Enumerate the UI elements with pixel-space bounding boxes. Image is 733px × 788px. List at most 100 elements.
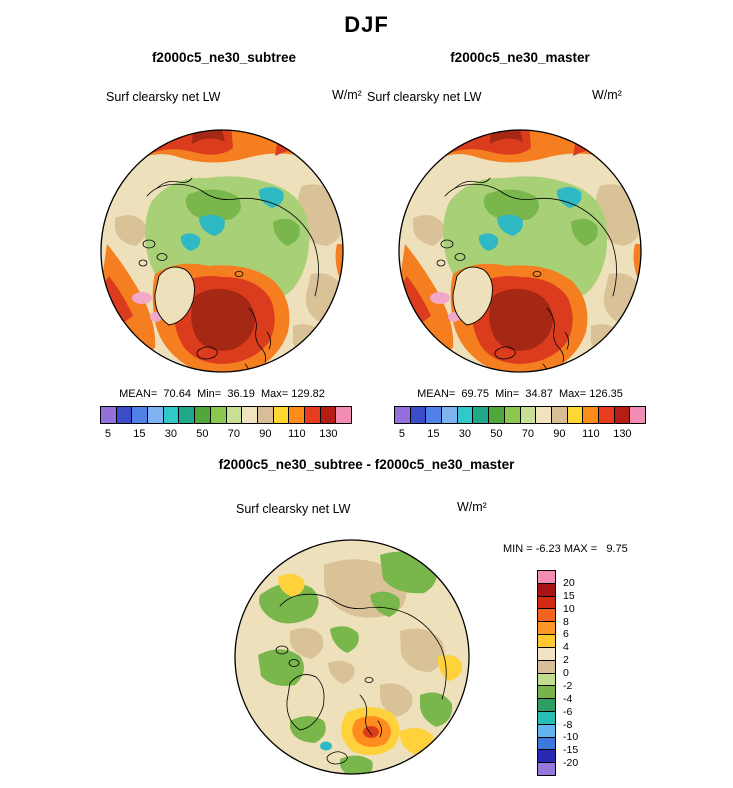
colorbar-segment [538,583,555,597]
colorbar-segment [538,763,555,775]
page-title: DJF [344,12,389,37]
colorbar-segment [116,407,133,423]
colorbar-tick-label: -8 [563,718,573,731]
colorbar-segment [195,407,211,423]
colorbar-tick-label: 90 [553,428,566,440]
colorbar-right: 5 15 30 50 70 90 110 130 [394,406,646,443]
colorbar-tick-label: 130 [319,428,338,440]
colorbar-tick-label: -6 [563,705,573,718]
colorbar-segment [242,407,258,423]
colorbar-tick-label: 90 [259,428,272,440]
panel-title-left: f2000c5_ne30_subtree [151,50,297,65]
colorbar-segment [598,407,615,423]
colorbar-segment [538,571,555,584]
colorbar-segment [538,750,555,764]
colorbar-tick-label: -4 [563,692,573,705]
colorbar-tick-label: 5 [104,428,111,440]
colorbar-tick-label: 50 [196,428,209,440]
colorbar-tick-label: 5 [398,428,405,440]
colorbar-segment [538,647,555,661]
colorbar-segment [304,407,321,423]
colorbar-segment [538,673,555,687]
diff-title: f2000c5_ne30_subtree - f2000c5_ne30_mast… [218,457,515,472]
colorbar-ticks: 20 15 10 8 6 4 2 0 -2 -4 -6 -8 -10 -15 -20 [563,570,607,776]
colorbar-segment [551,407,568,423]
polar-map-diff [234,539,470,775]
colorbar-segment [132,407,149,423]
colorbar-segment [273,407,290,423]
colorbar-segment [410,407,427,423]
colorbar-left: 5 15 30 50 70 90 110 130 [100,406,352,443]
colorbar-segment [179,407,196,423]
colorbar-tick-label: -2 [563,679,573,692]
colorbar-segment [426,407,443,423]
colorbar-segment [336,407,351,423]
colorbar-segment [538,686,555,700]
colorbar-segment [504,407,521,423]
diff-units-label: W/m² [457,500,487,514]
colorbar-segments [394,406,646,424]
colorbar-segment [536,407,552,423]
colorbar-segment [614,407,631,423]
colorbar-segment [489,407,505,423]
colorbar-tick-label: 15 [133,428,146,440]
colorbar-segment [538,622,555,636]
colorbar-tick-label: -15 [563,744,579,757]
colorbar-segment [538,609,555,623]
units-label-left: W/m² [332,88,362,102]
variable-label-right: Surf clearsky net LW [367,90,482,104]
colorbar-segment [101,407,117,423]
colorbar-segment [320,407,337,423]
colorbar-segment [257,407,274,423]
colorbar-tick-label: 30 [458,428,471,440]
colorbar-segment [538,635,555,648]
units-label-right: W/m² [592,88,622,102]
colorbar-segment [520,407,537,423]
colorbar-tick-label: 20 [563,576,575,589]
colorbar-tick-label: 30 [164,428,177,440]
colorbar-segment [630,407,645,423]
colorbar-tick-label: 70 [227,428,240,440]
colorbar-segment [538,699,555,712]
polar-map-left [97,126,347,376]
colorbar-segment [538,724,555,738]
colorbar-tick-label: 130 [613,428,632,440]
colorbar-segment [226,407,243,423]
panel-title-right: f2000c5_ne30_master [450,50,590,65]
colorbar-diff: 20 15 10 8 6 4 2 0 -2 -4 -6 -8 -10 -15 -20 [537,570,607,776]
colorbar-tick-label: -20 [563,757,579,770]
colorbar-segments [537,570,556,776]
diff-variable-label: Surf clearsky net LW [236,502,351,516]
colorbar-tick-label: 10 [563,602,575,615]
variable-label-left: Surf clearsky net LW [106,90,221,104]
colorbar-segment [395,407,411,423]
colorbar-tick-label: 110 [582,428,600,440]
colorbar-segment [457,407,474,423]
colorbar-tick-label: 110 [288,428,306,440]
colorbar-tick-label: 6 [563,628,569,641]
colorbar-ticks: 5 15 30 50 70 90 110 130 [100,428,352,443]
stats-right: MEAN= 69.75 Min= 34.87 Max= 126.35 [417,388,623,400]
colorbar-tick-label: 70 [521,428,534,440]
colorbar-tick-label: 50 [490,428,503,440]
colorbar-segment [538,737,555,751]
colorbar-tick-label: -10 [563,731,579,744]
colorbar-tick-label: 2 [563,654,569,667]
colorbar-segment [163,407,180,423]
colorbar-segment [538,596,555,610]
colorbar-segment [538,660,555,674]
colorbar-segment [289,407,305,423]
diff-minmax: MIN = -6.23 MAX = 9.75 [503,543,628,555]
colorbar-segment [442,407,458,423]
colorbar-tick-label: 0 [563,667,569,679]
colorbar-tick-label: 4 [563,641,569,654]
colorbar-segments [100,406,352,424]
colorbar-segment [210,407,227,423]
polar-map-right [395,126,645,376]
stats-left: MEAN= 70.64 Min= 36.19 Max= 129.82 [119,388,325,400]
colorbar-segment [473,407,490,423]
colorbar-segment [148,407,164,423]
colorbar-tick-label: 15 [563,589,575,602]
colorbar-segment [538,711,555,725]
